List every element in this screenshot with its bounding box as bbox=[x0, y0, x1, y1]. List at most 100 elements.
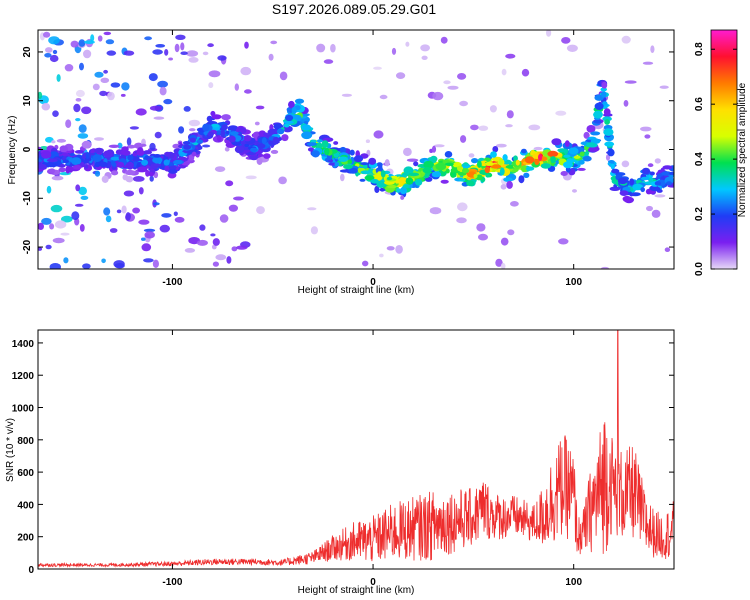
spectral-noise-blob bbox=[82, 263, 91, 269]
spectral-ridge-blob bbox=[168, 165, 177, 170]
spectral-ridge-blob bbox=[463, 174, 468, 179]
snr-background bbox=[38, 330, 674, 569]
spectral-ridge-blob bbox=[573, 155, 581, 159]
colorbar-label: Normalized spectral amplitude bbox=[737, 82, 748, 217]
spectral-ridge-blob bbox=[490, 164, 502, 169]
spectral-noise-blob bbox=[646, 205, 653, 212]
snr-panel: -100 0 100 0 200 400 600 800 1000 1200 1400 Heigh… bbox=[5, 329, 675, 596]
spectral-ridge-blob bbox=[551, 138, 562, 146]
spectral-noise-blob bbox=[178, 126, 185, 134]
spectral-ridge-blob bbox=[224, 147, 230, 152]
spectral-ridge-blob bbox=[339, 146, 347, 153]
spectral-ridge-blob bbox=[276, 128, 285, 135]
spectral-ridge-blob bbox=[387, 184, 397, 189]
spectral-ridge-blob bbox=[473, 173, 478, 179]
spectral-noise-blob bbox=[650, 45, 655, 53]
spectral-ridge-blob bbox=[163, 155, 169, 161]
spectral-ridge-blob bbox=[602, 101, 608, 106]
x-tick-label: 100 bbox=[565, 577, 582, 588]
x-tick-label: -100 bbox=[162, 277, 182, 288]
spectral-ridge-blob bbox=[178, 151, 185, 156]
spectral-ridge-blob bbox=[364, 175, 375, 181]
spectral-ridge-blob bbox=[285, 114, 294, 122]
spectral-noise-blob bbox=[457, 202, 468, 212]
spectral-ridge-blob bbox=[520, 165, 528, 173]
spectral-ridge-blob bbox=[431, 145, 437, 153]
spectral-noise-blob bbox=[123, 50, 135, 56]
spectral-ridge-blob bbox=[191, 151, 197, 157]
spectral-ridge-blob bbox=[396, 188, 401, 193]
spectral-noise-blob bbox=[49, 54, 59, 63]
spectral-noise-blob bbox=[208, 70, 221, 78]
spectral-ridge-blob bbox=[103, 150, 113, 158]
spectral-noise-blob bbox=[489, 105, 497, 113]
spectral-ridge-blob bbox=[579, 151, 585, 157]
spectral-noise-blob bbox=[421, 55, 428, 60]
spectral-ridge-blob bbox=[207, 131, 214, 137]
spectral-ridge-blob bbox=[210, 123, 220, 128]
spectral-noise-blob bbox=[208, 82, 214, 89]
spectral-ridge-blob bbox=[340, 173, 345, 182]
spectral-noise-blob bbox=[254, 121, 260, 126]
spectral-ridge-blob bbox=[51, 140, 56, 144]
spectral-ridge-blob bbox=[263, 153, 271, 159]
spectral-ridge-blob bbox=[461, 168, 470, 174]
spectral-noise-blob bbox=[506, 110, 514, 119]
spectral-noise-blob bbox=[432, 91, 444, 101]
spectral-ridge-blob bbox=[386, 176, 393, 181]
y-tick-label: -20 bbox=[22, 239, 33, 254]
spectral-noise-blob bbox=[546, 30, 552, 37]
spectral-noise-blob bbox=[103, 207, 111, 216]
spectral-ridge-blob bbox=[524, 156, 535, 164]
spectral-ridge-blob bbox=[216, 130, 222, 136]
spectral-noise-blob bbox=[405, 41, 410, 47]
spectral-noise-blob bbox=[403, 147, 412, 157]
spectral-ridge-blob bbox=[143, 150, 153, 155]
spectral-noise-blob bbox=[45, 244, 52, 250]
spectral-ridge-blob bbox=[601, 91, 607, 98]
spectral-noise-blob bbox=[240, 66, 252, 76]
spectral-ridge-blob bbox=[126, 144, 136, 149]
spectral-ridge-blob bbox=[311, 150, 320, 158]
spectral-ridge-blob bbox=[243, 145, 250, 151]
spectral-ridge-blob bbox=[566, 158, 574, 164]
spectral-ridge-blob bbox=[477, 160, 482, 168]
spectral-noise-blob bbox=[50, 204, 63, 213]
spectral-ridge-blob bbox=[182, 141, 191, 145]
spectral-ridge-blob bbox=[127, 154, 134, 161]
spectral-ridge-blob bbox=[423, 160, 434, 169]
spectral-noise-blob bbox=[664, 247, 671, 252]
spectral-noise-blob bbox=[138, 219, 150, 225]
spectral-ridge-blob bbox=[163, 159, 170, 166]
x-tick-label: -100 bbox=[162, 577, 182, 588]
spectral-ridge-blob bbox=[94, 137, 104, 141]
spectral-noise-blob bbox=[528, 124, 541, 131]
spectral-ridge-blob bbox=[316, 139, 323, 143]
spectral-ridge-blob bbox=[435, 162, 447, 171]
spectral-noise-blob bbox=[71, 211, 80, 221]
spectral-ridge-blob bbox=[343, 164, 353, 170]
spectral-noise-blob bbox=[500, 237, 509, 246]
spectral-noise-blob bbox=[642, 61, 654, 65]
spectral-noise-blob bbox=[307, 207, 317, 211]
spectral-noise-blob bbox=[60, 232, 70, 236]
spectral-noise-blob bbox=[75, 184, 81, 192]
spectral-noise-blob bbox=[234, 83, 239, 91]
snr-y-ticks: 0 200 400 600 800 1000 1200 1400 bbox=[12, 339, 674, 576]
spectral-ridge-blob bbox=[654, 158, 661, 164]
spectral-noise-blob bbox=[114, 263, 125, 269]
spectral-noise-blob bbox=[154, 131, 162, 139]
spectral-ridge-blob bbox=[74, 150, 85, 154]
spectral-ridge-blob bbox=[250, 147, 258, 153]
spectral-ridge-blob bbox=[65, 165, 71, 174]
spectral-ridge-blob bbox=[611, 168, 620, 174]
spectral-noise-blob bbox=[49, 223, 55, 230]
spectral-noise-blob bbox=[175, 34, 186, 40]
colorbar-tick-label: 0.6 bbox=[694, 97, 705, 111]
spectral-noise-blob bbox=[101, 258, 106, 264]
spectral-ridge-blob bbox=[116, 161, 125, 168]
spectral-ridge-blob bbox=[376, 180, 386, 188]
spectral-ridge-blob bbox=[608, 160, 615, 164]
